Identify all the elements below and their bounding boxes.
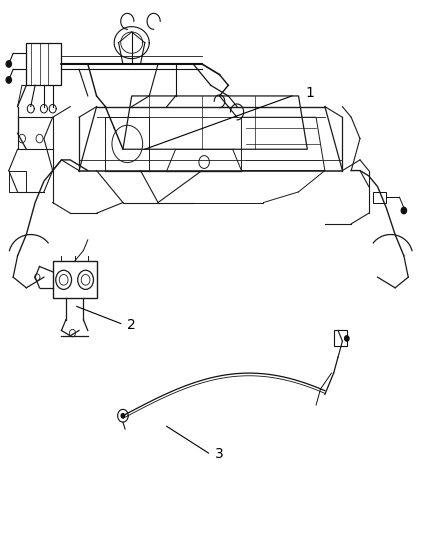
Circle shape [400, 207, 406, 214]
Text: 2: 2 [127, 318, 136, 332]
Circle shape [6, 61, 11, 67]
Circle shape [344, 336, 348, 341]
Circle shape [121, 414, 124, 418]
Text: 3: 3 [215, 447, 223, 461]
Text: 1: 1 [304, 86, 313, 100]
Circle shape [6, 77, 11, 83]
